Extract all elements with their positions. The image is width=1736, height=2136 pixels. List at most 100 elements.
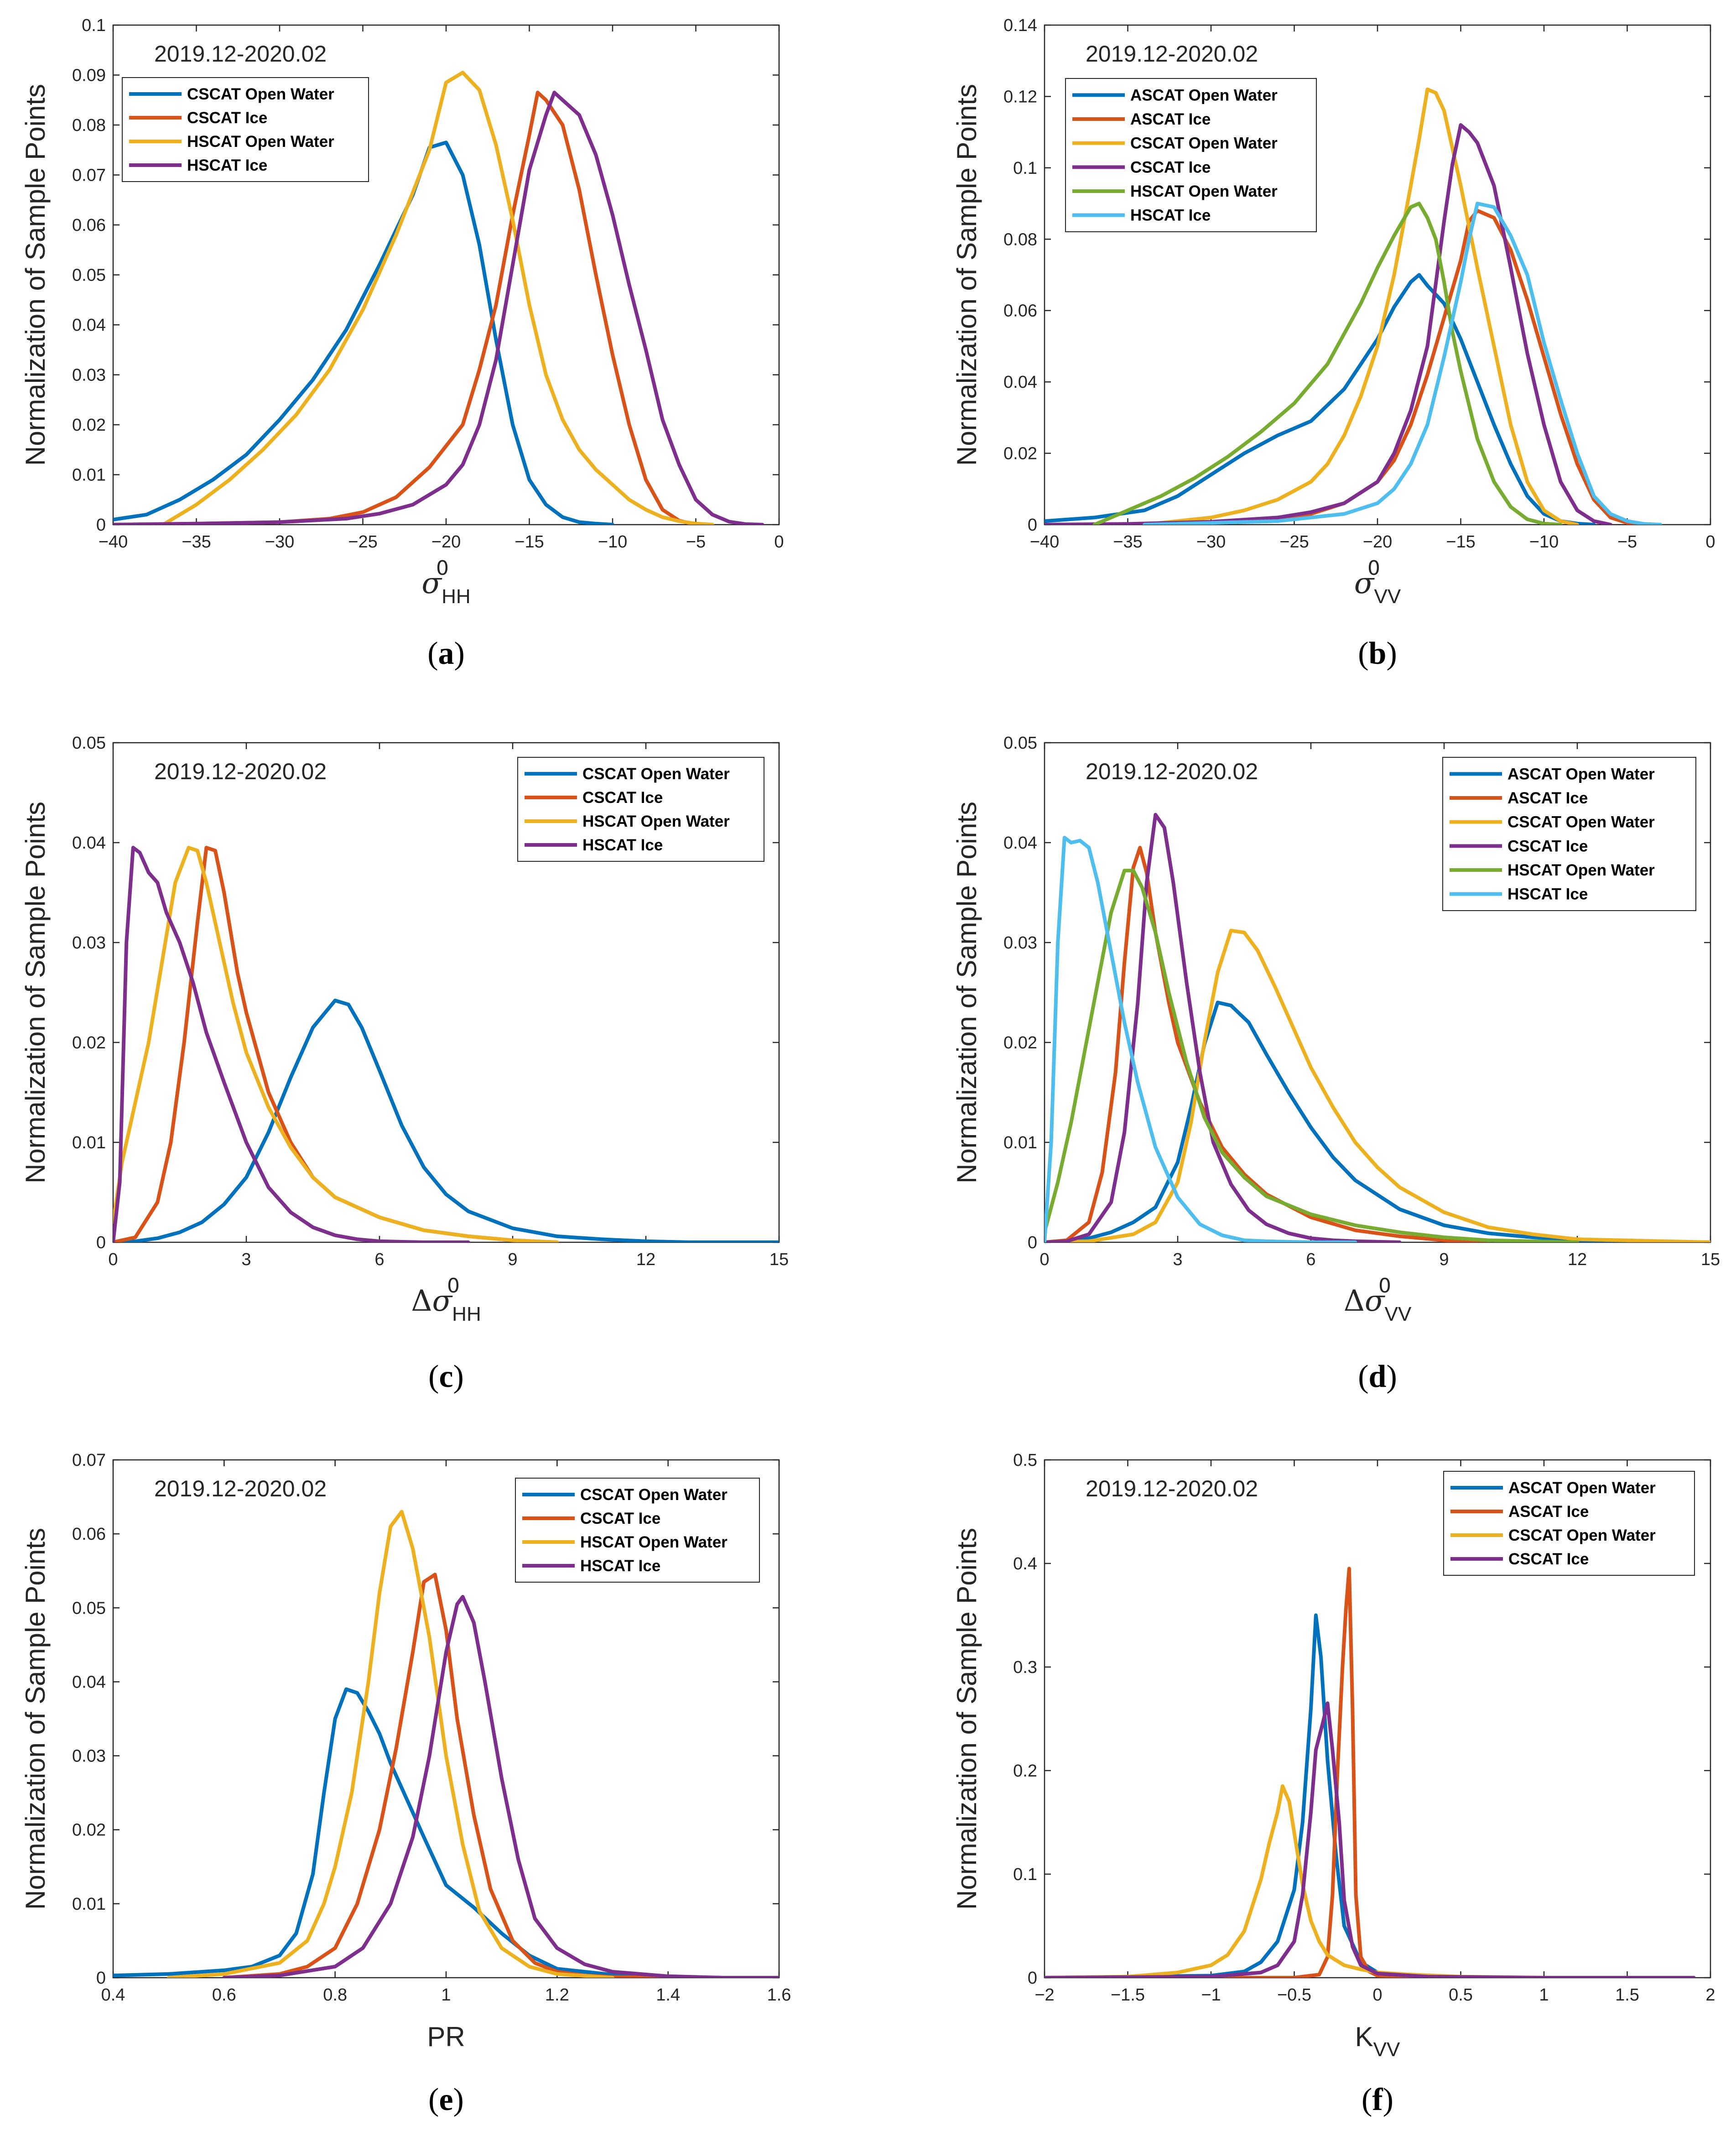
panel-d: 0 0.01 0.02 0.03 0.04 0.05 0 3 6 9 12 15 Normalizati…: [951, 734, 1720, 1394]
x-tick-label: 0: [1705, 532, 1715, 552]
x-tick-label: −25: [348, 532, 377, 552]
y-tick-label: 0: [1028, 1969, 1037, 1988]
x-tick-label: 0: [1040, 1250, 1049, 1269]
x-tick-label: 15: [1701, 1250, 1720, 1269]
legend-entry: ASCAT Open Water: [1508, 1479, 1656, 1497]
x-tick-label: 9: [1439, 1250, 1449, 1269]
legend-entry: HSCAT Ice: [187, 156, 267, 174]
panel-label: (b): [1358, 636, 1397, 671]
y-tick-label: 0.03: [1003, 933, 1037, 953]
series-line-cscat-open-water: [113, 999, 779, 1242]
series-line-hscat-open-water: [161, 71, 714, 525]
x-axis-label-sup: 0: [1378, 1274, 1391, 1297]
series-line-hscat-open-water: [113, 846, 559, 1242]
y-tick-label: 0.03: [72, 1747, 106, 1766]
series-line-cscat-ice: [222, 1573, 670, 1978]
panel-label: (e): [428, 2082, 464, 2117]
y-tick-label: 0.5: [1013, 1451, 1037, 1470]
x-axis-label: ΔσVV: [1344, 1284, 1412, 1325]
x-tick-label: −20: [431, 532, 461, 552]
legend-entry: CSCAT Open Water: [1130, 135, 1278, 152]
legend-entry: CSCAT Ice: [582, 789, 663, 807]
x-tick-label: −5: [1617, 532, 1637, 552]
x-tick-label: −30: [1196, 532, 1226, 552]
y-tick-label: 0.02: [72, 1033, 106, 1052]
series-line-ascat-open-water: [1045, 1000, 1710, 1242]
x-tick-label: −0.5: [1277, 1985, 1311, 2005]
y-tick-label: 0.03: [72, 933, 106, 953]
y-axis-label: Normalization of Sample Points: [951, 1528, 982, 1910]
series-line-hscat-ice: [1143, 202, 1663, 525]
x-tick-label: 1.5: [1615, 1985, 1639, 2005]
series-line-cscat-open-water: [113, 1687, 779, 1978]
y-tick-label: 0.04: [72, 1672, 106, 1692]
y-tick-label: 0.04: [72, 316, 106, 335]
y-tick-label: 0.07: [72, 166, 106, 185]
y-tick-label: 0.02: [1003, 444, 1037, 464]
y-tick-label: 0.08: [72, 116, 106, 135]
legend-entry: HSCAT Open Water: [1130, 182, 1278, 200]
series-line-hscat-open-water: [1045, 869, 1579, 1242]
y-tick-label: 0: [96, 1969, 106, 1988]
y-axis-label: Normalization of Sample Points: [20, 802, 51, 1183]
legend-box: [1065, 78, 1317, 232]
y-tick-label: 0.01: [72, 466, 106, 485]
panel-label-letter: c: [439, 1359, 453, 1394]
panel-label-open: (: [428, 1359, 439, 1394]
legend-entry: CSCAT Open Water: [582, 765, 730, 783]
legend-entry: CSCAT Open Water: [580, 1486, 728, 1504]
series-line-cscat-open-water: [1045, 928, 1710, 1242]
y-tick-label: 0: [96, 516, 106, 535]
x-tick-label: −35: [182, 532, 211, 552]
x-tick-label: 6: [374, 1250, 384, 1269]
y-tick-label: 0.01: [1003, 1133, 1037, 1152]
legend: ASCAT Open Water ASCAT Ice CSCAT Open Wate…: [1065, 78, 1317, 232]
x-axis-label-sup: 0: [436, 557, 449, 580]
panel-label: (c): [428, 1359, 464, 1394]
x-tick-label: −15: [515, 532, 544, 552]
legend-entry: CSCAT Open Water: [1507, 813, 1655, 831]
series-line-hscat-ice: [1045, 836, 1357, 1242]
panel-label: (d): [1358, 1359, 1397, 1394]
y-tick-label: 0: [96, 1233, 106, 1252]
y-tick-label: 0.02: [72, 416, 106, 435]
x-tick-label: 6: [1306, 1250, 1315, 1269]
x-axis-label-sup: 0: [447, 1274, 460, 1297]
x-tick-label: −5: [686, 532, 706, 552]
x-axis-label-sub: HH: [442, 585, 471, 608]
legend-entry: ASCAT Ice: [1130, 110, 1211, 128]
x-tick-label: 1.2: [545, 1985, 569, 2005]
series-line-hscat-ice: [222, 1595, 779, 1978]
y-tick-label: 0.1: [1013, 1865, 1037, 1884]
panel-label-letter: e: [439, 2082, 453, 2117]
x-tick-label: 2: [1705, 1985, 1715, 2005]
y-axis-label: Normalization of Sample Points: [951, 84, 982, 466]
series-line-cscat-open-water: [113, 141, 614, 525]
x-axis-label-symbol: σ: [1354, 567, 1375, 600]
panel-label-close: ): [453, 2082, 464, 2117]
series-line-hscat-open-water: [166, 1510, 614, 1978]
x-tick-label: −1: [1201, 1985, 1221, 2005]
x-tick-label: −2: [1034, 1985, 1054, 2005]
y-tick-label: 0.12: [1003, 87, 1037, 106]
x-axis-label-symbol: σ: [421, 567, 442, 600]
panel-e: 0 0.01 0.02 0.03 0.04 0.05 0.06 0.07 0.4 0.6 0.8 1 1…: [20, 1451, 791, 2117]
y-tick-label: 0: [1028, 1233, 1037, 1252]
legend-entry: CSCAT Open Water: [1508, 1526, 1656, 1544]
legend-entry: ASCAT Open Water: [1507, 765, 1655, 783]
y-tick-label: 0.06: [1003, 302, 1037, 321]
x-axis-label-sub: VV: [1373, 2038, 1400, 2061]
y-tick-label: 0.01: [72, 1895, 106, 1914]
y-axis-label: Normalization of Sample Points: [20, 1528, 51, 1910]
legend-box: [1442, 757, 1696, 911]
x-tick-label: 15: [769, 1250, 789, 1269]
y-tick-label: 0: [1028, 516, 1037, 535]
legend: CSCAT Open Water CSCAT Ice HSCAT Open Wate…: [517, 757, 764, 862]
x-tick-label: 12: [1568, 1250, 1587, 1269]
panel-label-open: (: [1358, 1359, 1368, 1394]
date-range-label: 2019.12-2020.02: [1086, 41, 1258, 67]
y-tick-label: 0.04: [1003, 373, 1037, 392]
x-tick-label: 9: [508, 1250, 517, 1269]
date-range-label: 2019.12-2020.02: [154, 1476, 327, 1501]
